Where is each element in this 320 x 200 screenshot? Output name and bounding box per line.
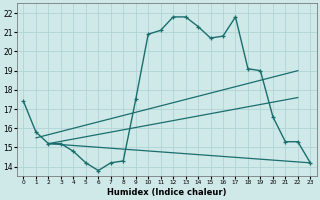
X-axis label: Humidex (Indice chaleur): Humidex (Indice chaleur) (107, 188, 227, 197)
